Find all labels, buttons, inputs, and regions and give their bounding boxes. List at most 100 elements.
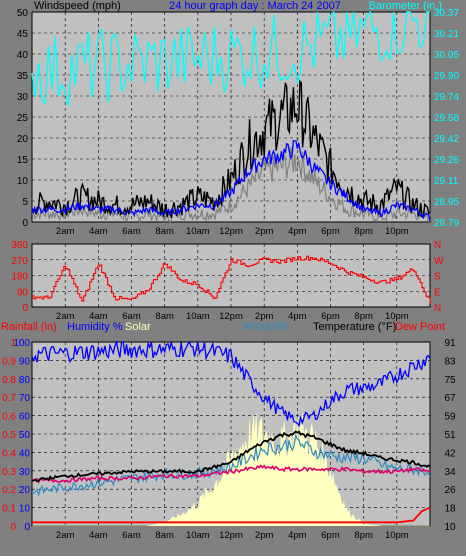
temperature-y-tick: 75 bbox=[444, 375, 456, 386]
rain-y-tick: 0.5 bbox=[2, 430, 16, 441]
temperature-axis-title: Temperature (°F) bbox=[313, 321, 396, 333]
series-line-windspeed bbox=[31, 79, 431, 219]
x-tick-label: 2am bbox=[56, 530, 75, 541]
direction-compass-tick: E bbox=[434, 287, 441, 298]
x-tick-label: 8am bbox=[155, 311, 174, 322]
barometer-y-tick: 29.42 bbox=[434, 134, 459, 145]
barometer-y-tick: 30.05 bbox=[434, 50, 459, 61]
x-tick-label: 12pm bbox=[219, 226, 243, 237]
wind-y-tick: 40 bbox=[17, 50, 29, 61]
x-tick-label: 6am bbox=[122, 226, 141, 237]
rain-y-tick: 0.9 bbox=[2, 356, 16, 367]
temperature-y-tick: 91 bbox=[444, 338, 456, 349]
x-tick-label: 2pm bbox=[255, 311, 274, 322]
x-tick-label: 10pm bbox=[385, 530, 409, 541]
x-tick-label: 4am bbox=[89, 311, 108, 322]
x-tick-label: 2pm bbox=[255, 226, 274, 237]
wind-y-tick: 10 bbox=[17, 176, 29, 187]
barometer-y-tick: 29.11 bbox=[434, 176, 459, 187]
series-line-barometer bbox=[31, 10, 430, 107]
series-line-direction bbox=[32, 255, 431, 304]
series-line-gust bbox=[31, 146, 431, 224]
temperature-y-tick: 26 bbox=[444, 485, 456, 496]
x-tick-label: 2pm bbox=[255, 530, 274, 541]
wind-y-tick: 35 bbox=[17, 71, 29, 82]
wind-y-tick: 0 bbox=[22, 218, 28, 229]
x-tick-label: 4pm bbox=[288, 311, 307, 322]
dewpoint-axis-title: Dew Point bbox=[395, 321, 445, 333]
humidity-y-tick: 80 bbox=[19, 375, 31, 386]
barometer-y-tick: 29.58 bbox=[434, 113, 459, 124]
direction-compass-tick: N bbox=[434, 240, 441, 251]
temperature-y-tick: 67 bbox=[444, 393, 456, 404]
rain-y-tick: 0.2 bbox=[2, 485, 16, 496]
chart-title: 24 hour graph day : March 24 2007 bbox=[169, 0, 341, 12]
humidity-y-tick: 30 bbox=[19, 467, 31, 478]
rain-y-tick: 0 bbox=[10, 522, 16, 533]
series-line-average bbox=[31, 139, 431, 221]
barometer-y-tick: 29.26 bbox=[434, 155, 459, 166]
temperature-y-tick: 10 bbox=[444, 522, 456, 533]
rainfall-axis-title: Rainfall (in) bbox=[1, 321, 57, 333]
wind-y-tick: 30 bbox=[17, 92, 29, 103]
wind-y-tick: 45 bbox=[17, 29, 29, 40]
x-tick-label: 4pm bbox=[288, 530, 307, 541]
x-tick-label: 6pm bbox=[321, 530, 340, 541]
direction-y-tick: 360 bbox=[11, 240, 28, 251]
x-tick-label: 8am bbox=[155, 530, 174, 541]
x-tick-label: 8pm bbox=[354, 226, 373, 237]
wind-y-tick: 5 bbox=[22, 197, 28, 208]
x-tick-label: 8pm bbox=[354, 530, 373, 541]
x-tick-label: 4pm bbox=[288, 226, 307, 237]
x-tick-label: 4am bbox=[89, 226, 108, 237]
rain-y-tick: 1 bbox=[10, 338, 16, 349]
x-tick-label: 10am bbox=[186, 226, 210, 237]
barometer-y-tick: 28.79 bbox=[434, 218, 459, 229]
temperature-y-tick: 42 bbox=[444, 448, 456, 459]
humidity-y-tick: 100 bbox=[13, 338, 30, 349]
solar-axis-title: Solar bbox=[125, 321, 151, 333]
series-line-rainfall bbox=[32, 506, 431, 524]
rain-y-tick: 0.6 bbox=[2, 412, 16, 423]
series-line-dewpoint bbox=[31, 464, 431, 484]
x-tick-label: 6am bbox=[122, 530, 141, 541]
direction-compass-tick: S bbox=[434, 272, 441, 283]
wind-y-tick: 15 bbox=[17, 155, 29, 166]
humidity-axis-title: Humidity % bbox=[67, 321, 123, 333]
x-tick-label: 6pm bbox=[321, 311, 340, 322]
humidity-y-tick: 90 bbox=[19, 356, 31, 367]
direction-y-tick: 0 bbox=[22, 303, 28, 314]
temperature-y-tick: 34 bbox=[444, 467, 456, 478]
series-line-temperature bbox=[31, 430, 431, 483]
wind-y-tick: 50 bbox=[17, 8, 29, 19]
x-tick-label: 6pm bbox=[321, 226, 340, 237]
direction-y-tick: 180 bbox=[11, 272, 28, 283]
x-tick-label: 8pm bbox=[354, 311, 373, 322]
rain-y-tick: 0.8 bbox=[2, 375, 16, 386]
humidity-y-tick: 20 bbox=[19, 485, 31, 496]
wind-y-tick: 20 bbox=[17, 134, 29, 145]
rain-y-tick: 0.7 bbox=[2, 393, 16, 404]
x-tick-label: 2am bbox=[56, 226, 75, 237]
x-tick-label: 10pm bbox=[385, 226, 409, 237]
direction-compass-tick: N bbox=[434, 303, 441, 314]
x-tick-label: 6am bbox=[122, 311, 141, 322]
humidity-y-tick: 40 bbox=[19, 448, 31, 459]
barometer-y-tick: 29.74 bbox=[434, 92, 459, 103]
temperature-y-tick: 83 bbox=[444, 356, 456, 367]
x-tick-label: 10am bbox=[186, 530, 210, 541]
temperature-y-tick: 59 bbox=[444, 412, 456, 423]
wind-axis-title: Windspeed (mph) bbox=[34, 0, 121, 12]
direction-y-tick: 270 bbox=[11, 256, 28, 267]
wind-y-tick: 25 bbox=[17, 113, 29, 124]
series-line-humidity bbox=[31, 339, 431, 428]
barometer-axis-title: Barometer (in.) bbox=[369, 0, 442, 12]
humidity-y-tick: 60 bbox=[19, 412, 31, 423]
windchill-axis-title: Windchill bbox=[243, 321, 287, 333]
barometer-y-tick: 29.90 bbox=[434, 71, 459, 82]
x-tick-label: 2am bbox=[56, 311, 75, 322]
humidity-y-tick: 10 bbox=[19, 504, 31, 515]
direction-compass-tick: W bbox=[434, 256, 444, 267]
